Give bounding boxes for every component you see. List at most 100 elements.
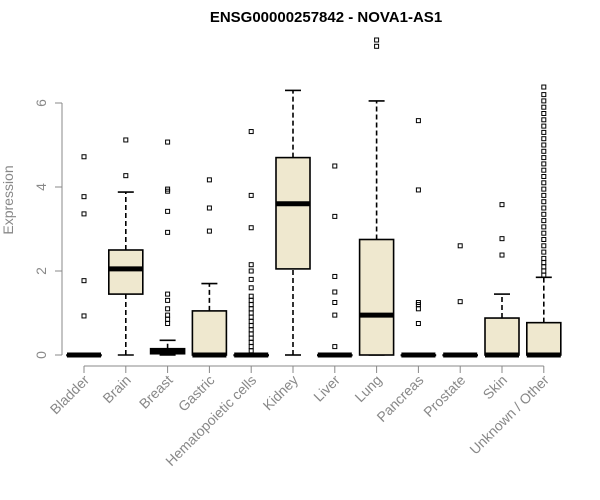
outlier-point [374, 37, 380, 43]
x-tick-label: Prostate [420, 372, 468, 420]
outlier-point [541, 148, 547, 154]
outlier-point [165, 316, 171, 322]
outlier-point [248, 129, 254, 135]
outlier-point [248, 339, 254, 345]
outlier-point [248, 331, 254, 337]
box-body [484, 317, 520, 356]
outlier-point [332, 163, 338, 169]
outlier-point [541, 268, 547, 274]
outlier-point [332, 289, 338, 295]
outlier-point [248, 293, 254, 299]
outlier-point [541, 142, 547, 148]
outlier-point [248, 310, 254, 316]
outlier-point [332, 273, 338, 279]
outlier-point [541, 123, 547, 129]
box-group [275, 89, 311, 356]
outlier-point [248, 306, 254, 312]
outlier-point [206, 228, 212, 234]
box-body [358, 238, 395, 356]
y-axis: 0 2 4 6 [33, 99, 63, 359]
x-tick-label: Breast [136, 372, 176, 412]
outlier-point [81, 211, 87, 217]
outlier-point [457, 299, 463, 305]
outlier-point [123, 173, 129, 179]
outlier-point [248, 192, 254, 198]
outlier-point [415, 300, 421, 305]
outlier-point [541, 186, 547, 192]
outlier-point [165, 306, 171, 312]
outlier-point [165, 321, 171, 326]
box-group [191, 177, 228, 358]
x-tick-label: Skin [480, 372, 511, 403]
outlier-point [541, 174, 547, 179]
box-group [442, 243, 479, 358]
outlier-point [248, 302, 254, 308]
outlier-point [415, 321, 421, 326]
outlier-point [165, 208, 171, 214]
box-group [233, 129, 269, 358]
outlier-point [248, 344, 254, 350]
box-group [66, 154, 102, 358]
outlier-point [248, 335, 254, 341]
box-group [149, 139, 186, 356]
box-group [108, 137, 144, 356]
outlier-point [541, 98, 547, 104]
box-series [66, 37, 562, 358]
box-body [275, 156, 311, 270]
outlier-point [541, 104, 547, 110]
outlier-point [541, 211, 547, 217]
x-tick-label: Bladder [47, 372, 93, 418]
outlier-point [541, 260, 547, 266]
y-tick-label: 6 [33, 99, 49, 107]
outlier-point [499, 252, 505, 258]
outlier-point [457, 243, 463, 249]
outlier-point [415, 306, 421, 312]
outlier-point [248, 323, 254, 329]
outlier-point [541, 264, 547, 270]
outlier-point [541, 167, 547, 173]
outlier-point [248, 262, 254, 268]
outlier-point [248, 225, 254, 231]
outlier-point [415, 118, 421, 124]
outlier-point [541, 230, 547, 236]
outlier-point [206, 177, 212, 183]
outlier-point [541, 111, 547, 116]
outlier-point [541, 155, 547, 161]
outlier-point [248, 318, 254, 324]
outlier-point [165, 229, 171, 235]
outlier-point [81, 154, 87, 160]
outlier-point [541, 199, 547, 205]
x-tick-label: Unknown / Other [466, 372, 552, 458]
outlier-point [123, 137, 129, 143]
chart-title: ENSG00000257842 - NOVA1-AS1 [210, 9, 442, 26]
outlier-point [541, 192, 547, 198]
outlier-point [165, 297, 171, 303]
outlier-point [332, 312, 338, 318]
outlier-point [541, 84, 547, 90]
outlier-point [374, 43, 380, 49]
outlier-point [165, 139, 171, 145]
y-tick-label: 4 [33, 183, 49, 191]
box-body [108, 249, 144, 295]
outlier-point [541, 249, 547, 255]
x-tick-label: Liver [310, 372, 343, 405]
outlier-point [248, 314, 254, 320]
outlier-point [165, 186, 171, 192]
box-group [316, 163, 353, 358]
y-tick-label: 2 [33, 267, 49, 275]
outlier-point [499, 202, 505, 208]
outlier-point [248, 297, 254, 303]
outlier-point [541, 243, 547, 249]
outlier-point [541, 136, 547, 142]
outlier-point [81, 278, 87, 284]
box-group [400, 118, 437, 358]
outlier-point [541, 180, 547, 186]
outlier-point [499, 236, 505, 242]
outlier-point [248, 268, 254, 274]
outlier-point [332, 213, 338, 219]
box-group [358, 37, 395, 356]
x-tick-label: Lung [351, 372, 384, 405]
outlier-point [541, 237, 547, 242]
